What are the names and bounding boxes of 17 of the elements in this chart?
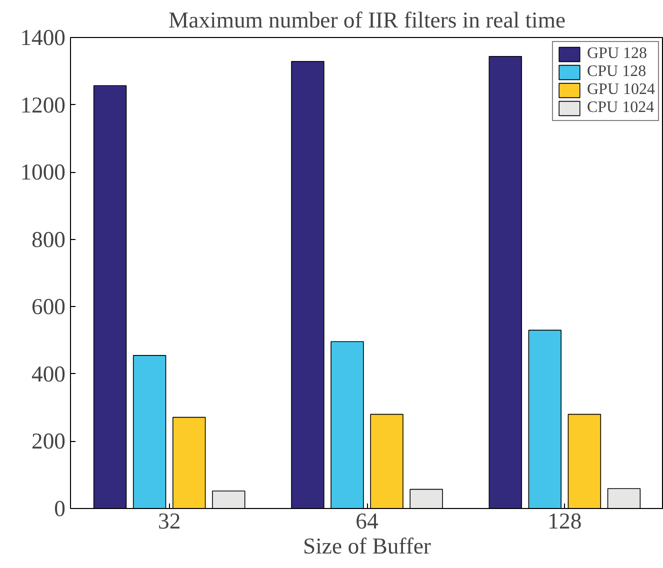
y-tick-label: 1000 [20,160,66,185]
chart-title: Maximum number of IIR filters in real time [168,8,566,32]
y-tick-label: 400 [32,361,66,386]
legend-label: CPU 1024 [586,99,654,117]
y-tick-label: 1200 [20,92,66,118]
x-tick-label: 128 [548,508,582,534]
y-tick-label: 200 [32,428,66,454]
y-tick-label: 1400 [20,25,66,50]
x-axis-title: Size of Buffer [303,534,432,558]
legend-label: GPU 128 [586,45,647,63]
x-tick-label: 32 [158,508,181,534]
y-tick-label: 600 [32,294,66,320]
x-tick-label: 64 [356,508,378,534]
y-tick-label: 0 [54,496,66,521]
legend-label: CPU 128 [586,63,646,81]
y-tick-label: 800 [32,226,66,252]
legend-label: GPU 1024 [586,81,655,99]
